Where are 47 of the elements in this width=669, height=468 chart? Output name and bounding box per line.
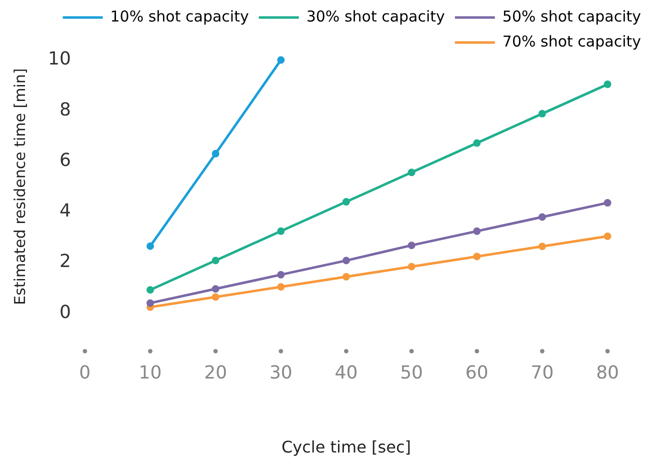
point <box>146 286 154 294</box>
point <box>342 198 350 206</box>
y-tick-label: 6 <box>59 150 71 171</box>
y-tick-label: 8 <box>59 99 71 120</box>
point <box>212 150 220 158</box>
point <box>604 80 612 88</box>
point <box>473 252 481 260</box>
x-tick-label: 60 <box>465 362 488 384</box>
point <box>277 270 285 278</box>
point <box>604 199 612 207</box>
x-axis-title: Cycle time [sec] <box>281 438 411 457</box>
x-tick-label: 70 <box>530 362 554 384</box>
y-tick-label: 2 <box>59 251 71 272</box>
point <box>212 293 220 301</box>
point <box>342 256 350 264</box>
point <box>538 213 546 221</box>
point <box>342 272 350 280</box>
x-tick-label: 40 <box>334 362 358 384</box>
legend-label: 30% shot capacity <box>306 7 446 26</box>
point <box>604 232 612 240</box>
y-tick-label: 4 <box>59 200 71 222</box>
point <box>277 283 285 291</box>
point <box>538 110 546 118</box>
point <box>408 262 416 270</box>
point <box>277 227 285 235</box>
legend-label: 50% shot capacity <box>502 7 642 26</box>
legend-label: 10% shot capacity <box>110 7 249 26</box>
y-tick-label: 0 <box>59 302 71 323</box>
point <box>146 242 154 250</box>
legend-label: 70% shot capacity <box>502 32 642 50</box>
point <box>408 168 416 176</box>
x-tick-label: 50 <box>400 362 424 384</box>
x-tick-label: 20 <box>204 362 228 384</box>
x-tick-label: 10 <box>138 362 162 384</box>
x-tick-label: 80 <box>596 362 619 384</box>
y-axis-title: Estimated residence time [min] <box>10 68 29 305</box>
point <box>473 227 481 235</box>
point <box>538 242 546 250</box>
x-tick-label: 30 <box>269 362 292 384</box>
point <box>212 256 220 264</box>
point <box>212 285 220 293</box>
point <box>277 56 285 64</box>
point <box>473 139 481 147</box>
point <box>408 242 416 250</box>
y-tick-label: 10 <box>48 48 71 70</box>
point <box>146 299 154 307</box>
x-tick-label: 0 <box>79 362 91 384</box>
